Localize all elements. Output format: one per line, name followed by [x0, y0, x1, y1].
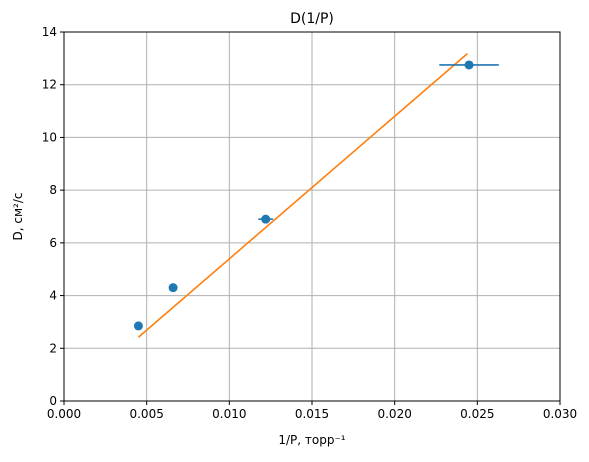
y-axis-ticks: 0 2 4 6 8 10 12 14 — [42, 25, 64, 408]
x-axis-ticks: 0.000 0.005 0.010 0.015 0.020 0.025 0.030 — [47, 401, 577, 421]
x-tick-label: 0.020 — [377, 407, 411, 421]
x-tick-label: 0.005 — [129, 407, 163, 421]
x-tick-label: 0.030 — [543, 407, 577, 421]
data-point — [133, 321, 143, 331]
fit-line-group — [137, 53, 468, 338]
data-points-group — [133, 60, 499, 331]
data-point — [261, 214, 271, 224]
y-tick-label: 8 — [49, 183, 57, 197]
y-tick-label: 0 — [49, 394, 57, 408]
y-tick-label: 12 — [42, 78, 57, 92]
y-axis-label: D, см²/с — [11, 193, 25, 241]
x-tick-label: 0.015 — [295, 407, 329, 421]
grid — [63, 31, 561, 402]
chart-title: D(1/P) — [290, 11, 334, 27]
y-tick-label: 4 — [49, 289, 57, 303]
y-tick-label: 2 — [49, 341, 57, 355]
y-tick-label: 6 — [49, 236, 57, 250]
data-point — [168, 283, 178, 293]
fit-line — [137, 53, 468, 338]
y-tick-label: 14 — [42, 25, 57, 39]
x-tick-label: 0.025 — [460, 407, 494, 421]
x-tick-label: 0.000 — [47, 407, 81, 421]
x-tick-label: 0.010 — [212, 407, 246, 421]
y-tick-label: 10 — [42, 130, 57, 144]
x-axis-label: 1/P, торр⁻¹ — [278, 433, 345, 447]
data-point — [464, 60, 474, 70]
